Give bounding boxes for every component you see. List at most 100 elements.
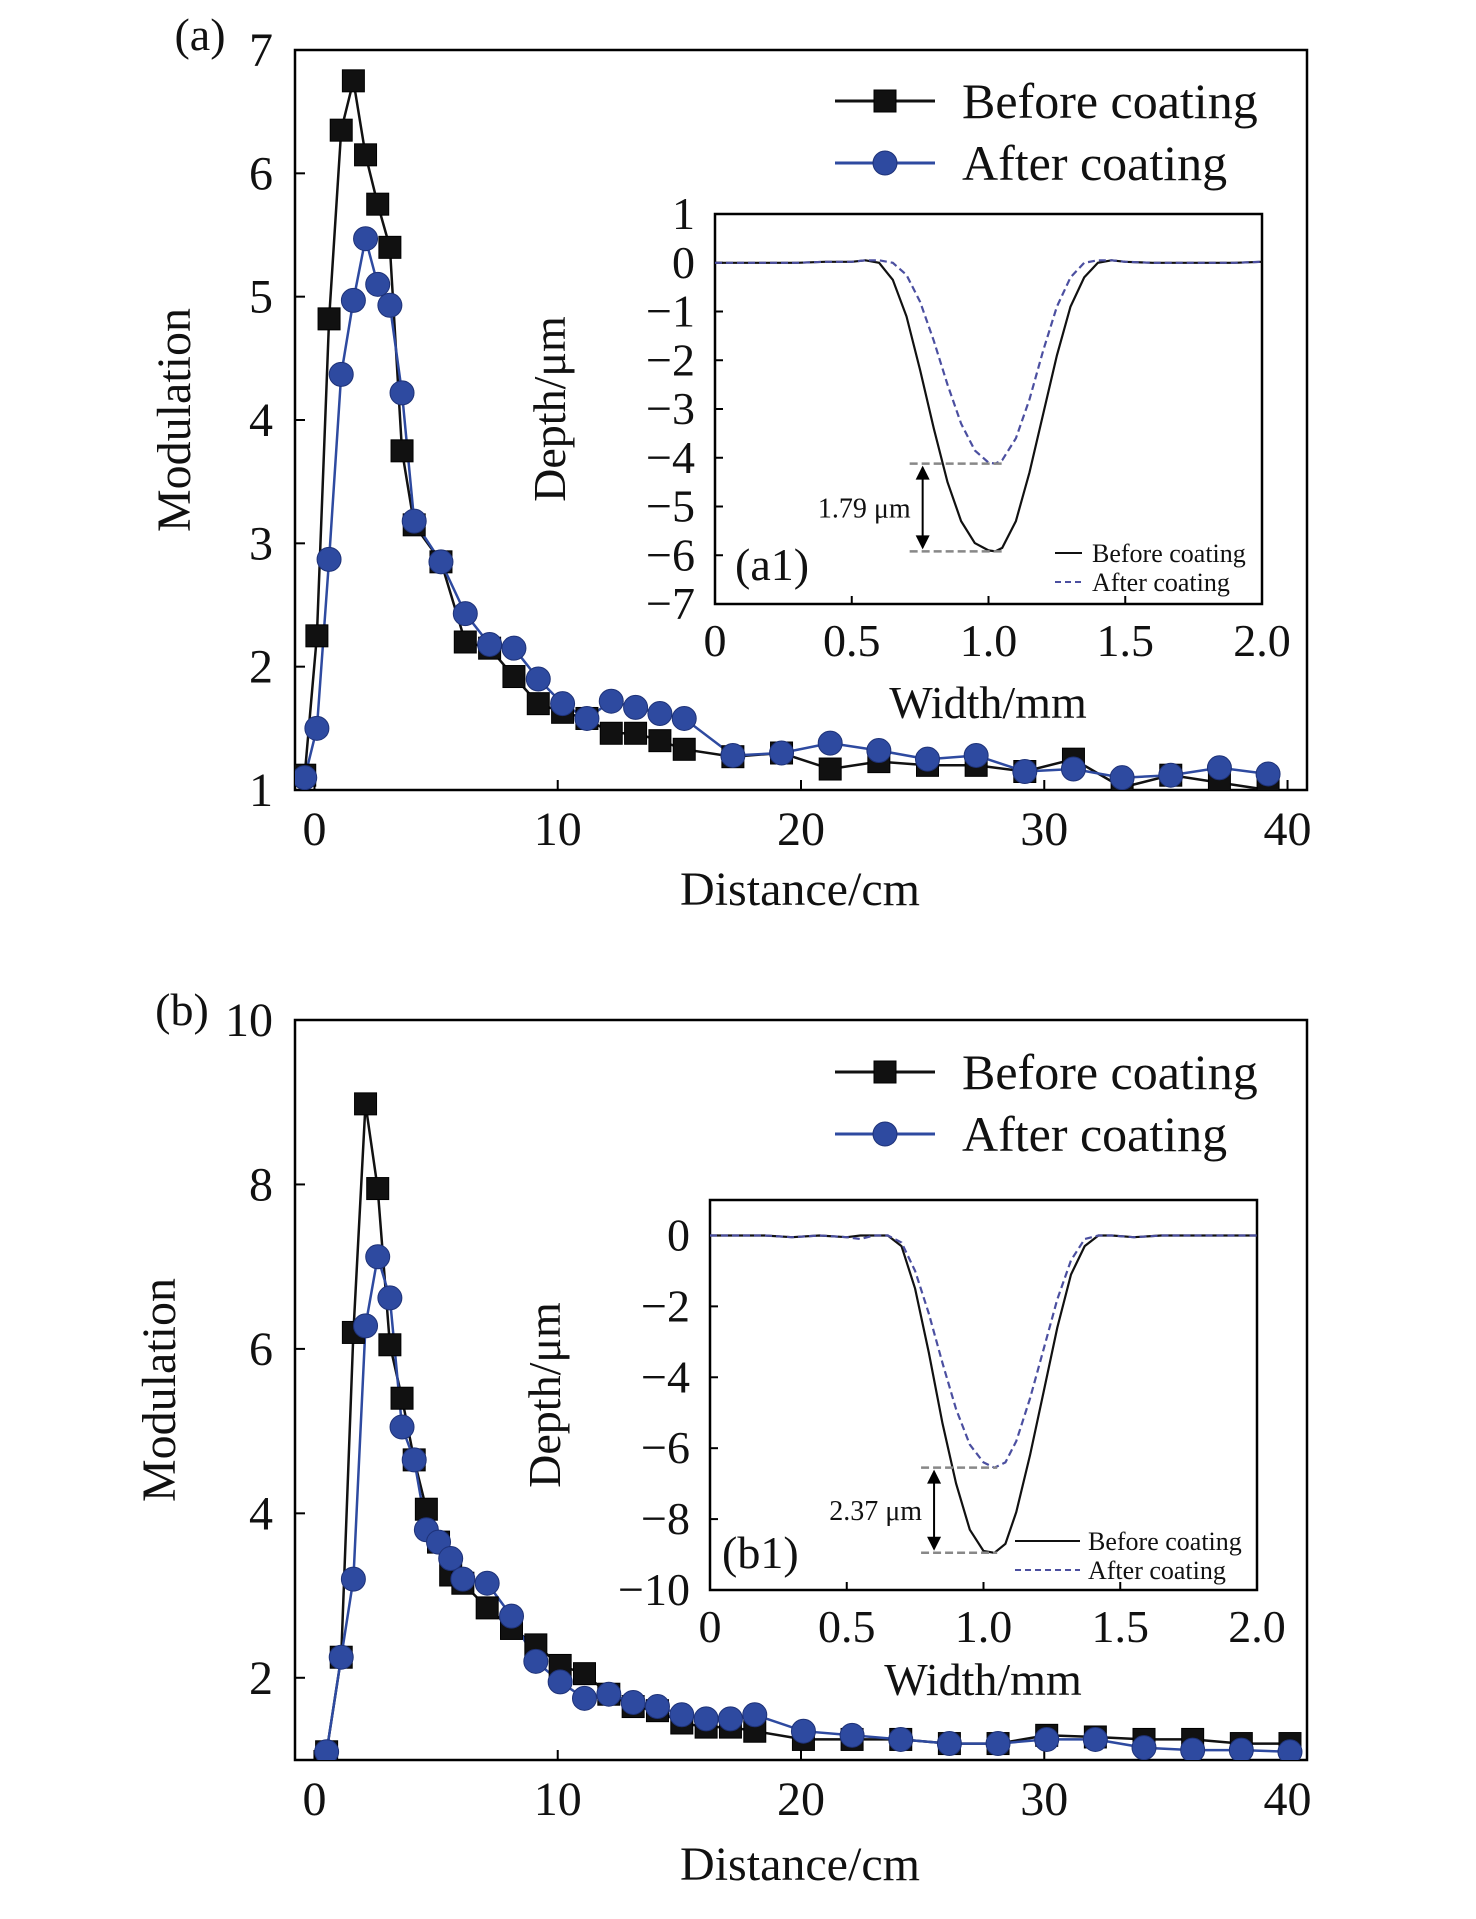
legend-label: Before coating [962, 1044, 1258, 1100]
x-tick-label: 0 [302, 803, 326, 856]
plot-area [295, 69, 1281, 790]
x-tick-label: 40 [1264, 1773, 1312, 1826]
depth-arrow-head-down [927, 1536, 942, 1551]
data-point-circle [669, 1702, 695, 1728]
data-point-circle [389, 1414, 415, 1440]
inset-y-tick-label: −8 [641, 1493, 690, 1544]
y-tick-label: 7 [249, 24, 273, 77]
data-point-circle [1158, 762, 1184, 788]
data-point-circle [1255, 761, 1281, 787]
inset-legend-label: After coating [1088, 1556, 1226, 1585]
x-axis-label: Distance/cm [680, 1838, 920, 1891]
data-point-square [453, 630, 477, 654]
data-point-circle [547, 1669, 573, 1695]
data-point-circle [340, 287, 366, 313]
y-tick-label: 3 [249, 517, 273, 570]
inset-legend-label: Before coating [1088, 1527, 1242, 1556]
data-point-square [378, 1333, 402, 1357]
y-tick-label: 2 [249, 1652, 273, 1705]
y-tick-label: 1 [249, 764, 273, 817]
data-point-circle [866, 738, 892, 764]
x-tick-label: 40 [1264, 803, 1312, 856]
data-point-circle [328, 1644, 354, 1670]
inset-y-tick-label: −7 [646, 578, 695, 629]
data-point-circle [1228, 1737, 1254, 1760]
inset-y-tick-label: −2 [646, 334, 695, 385]
inset-x-tick-label: 0 [699, 1601, 722, 1652]
y-tick-label: 8 [249, 1158, 273, 1211]
data-point-circle [501, 635, 527, 661]
data-point-circle [295, 765, 318, 790]
data-point-circle [1277, 1739, 1303, 1760]
data-point-circle [316, 546, 342, 572]
inset-b1: 0 0.5 1.0 1.5 2.0 0 −2 −4 −6 −8 −10 Width/mm Depth/μ… [519, 1198, 1286, 1705]
data-point-circle [839, 1722, 865, 1748]
inset-x-tick-label: 0.5 [818, 1601, 876, 1652]
inset-panel-label: (b1) [722, 1527, 799, 1578]
data-point-circle [598, 688, 624, 714]
data-point-circle [693, 1706, 719, 1732]
inset-panel-label: (a1) [735, 539, 809, 590]
y-tick-label: 6 [249, 1323, 273, 1376]
inset-legend-label: After coating [1092, 568, 1230, 597]
data-point-circle [328, 361, 354, 387]
y-tick-label: 6 [249, 147, 273, 200]
inset-x-tick-label: 1.5 [1092, 1601, 1150, 1652]
data-point-circle [365, 271, 391, 297]
data-point-square [599, 721, 623, 745]
data-point-square [526, 692, 550, 716]
data-point-circle [1206, 755, 1232, 781]
data-point-square [366, 192, 390, 216]
data-point-circle [389, 380, 415, 406]
x-tick-label: 10 [534, 1773, 582, 1826]
inset-x-tick-label: 1.0 [960, 615, 1018, 666]
data-point-square [873, 1060, 897, 1084]
inset-y-tick-label: −2 [641, 1280, 690, 1331]
x-tick-label: 20 [777, 1773, 825, 1826]
depth-difference-label: 1.79 μm [818, 493, 911, 524]
data-point-square [329, 118, 353, 142]
inset-y-tick-label: 0 [672, 237, 695, 288]
data-point-circle [450, 1566, 476, 1592]
data-point-circle [428, 549, 454, 575]
x-tick-label: 30 [1020, 1773, 1068, 1826]
data-point-circle [438, 1546, 464, 1572]
inset-x-tick-label: 0 [704, 615, 727, 666]
data-point-circle [474, 1570, 500, 1596]
data-point-square [390, 1386, 414, 1410]
y-axis-label: Modulation [133, 1278, 186, 1502]
data-point-circle [1012, 759, 1038, 784]
panel-label: (a) [174, 9, 225, 60]
x-tick-label: 0 [302, 1773, 326, 1826]
data-point-square [354, 1092, 378, 1116]
data-point-circle [477, 631, 503, 657]
inset-y-tick-label: −4 [641, 1351, 690, 1402]
y-axis-label: Modulation [148, 308, 201, 532]
data-point-circle [936, 1731, 962, 1757]
data-point-square [672, 737, 696, 761]
data-point-circle [1034, 1726, 1060, 1752]
inset-y-tick-label: −6 [641, 1422, 690, 1473]
data-point-circle [623, 694, 649, 720]
legend-label: Before coating [962, 73, 1258, 129]
data-point-circle [872, 150, 898, 176]
data-point-circle [314, 1739, 340, 1760]
inset-y-tick-label: −5 [646, 481, 695, 532]
depth-arrow-head-up [927, 1469, 942, 1484]
inset-x-axis-label: Width/mm [884, 1654, 1082, 1705]
x-tick-label: 20 [777, 803, 825, 856]
data-point-square [390, 439, 414, 463]
data-point-square [341, 69, 365, 93]
inset-y-axis-label: Depth/μm [524, 316, 575, 502]
inset-y-tick-label: −1 [646, 286, 695, 337]
data-point-circle [550, 691, 576, 717]
data-point-square [378, 235, 402, 259]
legend-label: After coating [962, 135, 1227, 191]
data-point-circle [644, 1694, 670, 1720]
data-point-square [818, 757, 842, 781]
data-point-circle [377, 292, 403, 318]
inset-x-tick-label: 1.5 [1097, 615, 1155, 666]
data-point-circle [1082, 1726, 1108, 1752]
panel-a: 0 10 20 30 401234567Distance/cmModulation(a)… [148, 9, 1312, 916]
